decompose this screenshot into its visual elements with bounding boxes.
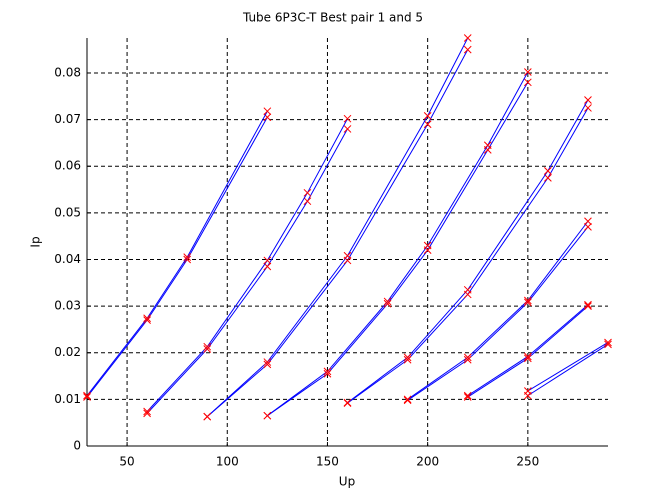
point-marker — [523, 296, 532, 305]
point-marker — [403, 395, 412, 404]
point-marker — [523, 68, 532, 76]
x-tick-label: 100 — [216, 455, 239, 469]
point-marker — [423, 241, 432, 250]
y-tick-label: 0.06 — [54, 159, 81, 173]
curve — [267, 82, 529, 417]
point-marker — [463, 45, 472, 54]
point-marker — [343, 398, 352, 407]
point-marker — [203, 342, 212, 351]
y-tick-label: 0.04 — [54, 252, 81, 266]
x-axis-label: Up — [339, 475, 355, 489]
point-marker — [463, 355, 472, 364]
point-marker — [343, 251, 352, 260]
point-marker — [203, 345, 212, 353]
point-marker — [343, 114, 352, 123]
point-marker — [523, 387, 532, 395]
y-tick-label: 0.03 — [54, 299, 81, 313]
point-marker — [604, 338, 612, 347]
curve — [146, 118, 348, 412]
point-marker — [604, 340, 612, 349]
point-marker — [423, 120, 432, 129]
curve — [86, 110, 268, 396]
curve — [527, 343, 609, 397]
point-marker — [544, 167, 552, 175]
point-marker — [143, 316, 151, 324]
point-marker — [303, 197, 312, 206]
point-marker — [584, 302, 592, 310]
x-tick-label: 50 — [119, 455, 134, 469]
point-marker — [263, 107, 272, 116]
point-marker — [263, 360, 272, 369]
point-marker — [584, 217, 592, 226]
point-marker — [463, 353, 472, 362]
x-tick-label: 250 — [516, 455, 539, 469]
curve — [527, 342, 609, 392]
point-marker — [463, 34, 472, 42]
point-marker — [263, 358, 272, 366]
point-marker — [523, 298, 532, 307]
curve — [146, 128, 348, 414]
curve — [407, 226, 589, 401]
point-marker — [303, 188, 312, 197]
curve — [347, 107, 589, 404]
point-marker — [143, 314, 151, 323]
point-marker — [403, 353, 412, 362]
point-marker — [584, 96, 592, 104]
y-tick-label: 0 — [73, 439, 81, 453]
point-marker — [544, 174, 552, 182]
point-marker — [263, 411, 272, 420]
point-marker — [463, 391, 472, 400]
y-tick-label: 0.07 — [54, 112, 81, 126]
point-marker — [263, 256, 272, 265]
x-tick-label: 150 — [316, 455, 339, 469]
point-marker — [523, 354, 532, 363]
x-tick-label: 200 — [416, 455, 439, 469]
point-marker — [183, 253, 192, 262]
point-marker — [183, 255, 192, 264]
point-marker — [323, 367, 332, 376]
point-marker — [143, 409, 151, 418]
point-marker — [203, 412, 212, 421]
point-marker — [523, 78, 532, 87]
point-marker — [423, 112, 432, 120]
y-tick-label: 0.08 — [54, 65, 81, 79]
point-marker — [143, 407, 151, 416]
y-tick-label: 0.02 — [54, 345, 81, 359]
curve — [407, 220, 589, 400]
curve — [86, 117, 268, 398]
point-marker — [83, 391, 91, 400]
point-marker — [584, 300, 592, 309]
point-marker — [383, 297, 392, 306]
y-tick-label: 0.05 — [54, 205, 81, 219]
point-marker — [403, 355, 412, 364]
y-axis-label: Ip — [29, 236, 43, 247]
point-marker — [483, 141, 492, 150]
curve — [267, 71, 529, 417]
point-marker — [523, 352, 532, 361]
point-marker — [383, 299, 392, 308]
point-marker — [83, 393, 91, 401]
chart-title: Tube 6P3C-T Best pair 1 and 5 — [242, 11, 423, 25]
point-marker — [463, 285, 472, 294]
point-marker — [343, 125, 352, 133]
point-marker — [584, 104, 592, 112]
y-tick-label: 0.01 — [54, 392, 81, 406]
point-marker — [323, 369, 332, 378]
